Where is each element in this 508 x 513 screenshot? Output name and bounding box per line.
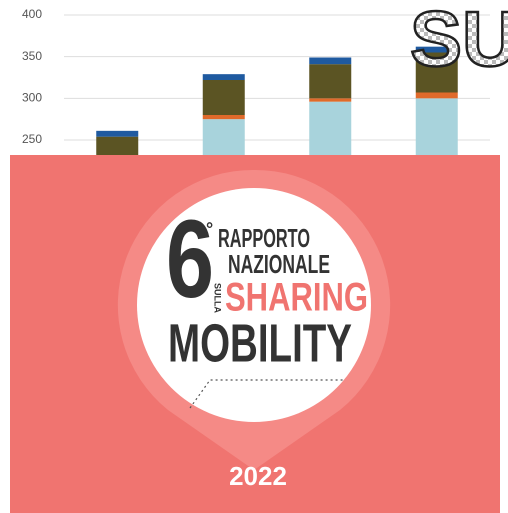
bar-segment [202,119,245,155]
bar-segment [415,92,458,99]
bar-segment [415,46,458,53]
bar-segment [309,101,352,155]
edition-number: 6 [166,198,214,321]
bar-segment [202,80,245,115]
bars [96,46,458,155]
chart: 250 300 350 400 [22,7,490,155]
pin-circle [137,188,371,422]
y-tick-label: 350 [22,49,42,63]
overlay-text: SU [410,0,508,83]
title-sulla: SULLA [213,283,223,313]
title-line-4: MOBILITY [168,313,352,373]
title-line-3: SHARING [225,276,368,320]
y-tick-label: 400 [22,7,42,21]
bar-segment [415,52,458,93]
bar-segment [202,74,245,80]
cover: 6 ° RAPPORTO NAZIONALE SULLA SHARING MOB… [10,155,500,513]
title-line-1: RAPPORTO [218,223,310,253]
bar-segment [96,136,139,155]
dotted-line [189,379,345,409]
bar-segment [96,130,139,137]
year: 2022 [229,461,287,491]
bar-segment [309,64,352,99]
bar-segment [202,115,245,120]
y-tick-label: 300 [22,91,42,105]
y-tick-label: 250 [22,132,42,146]
bar-segment [309,98,352,102]
bar-segment [415,98,458,155]
bar-segment [309,57,352,65]
degree: ° [206,219,213,239]
title-line-2: NAZIONALE [228,249,330,279]
